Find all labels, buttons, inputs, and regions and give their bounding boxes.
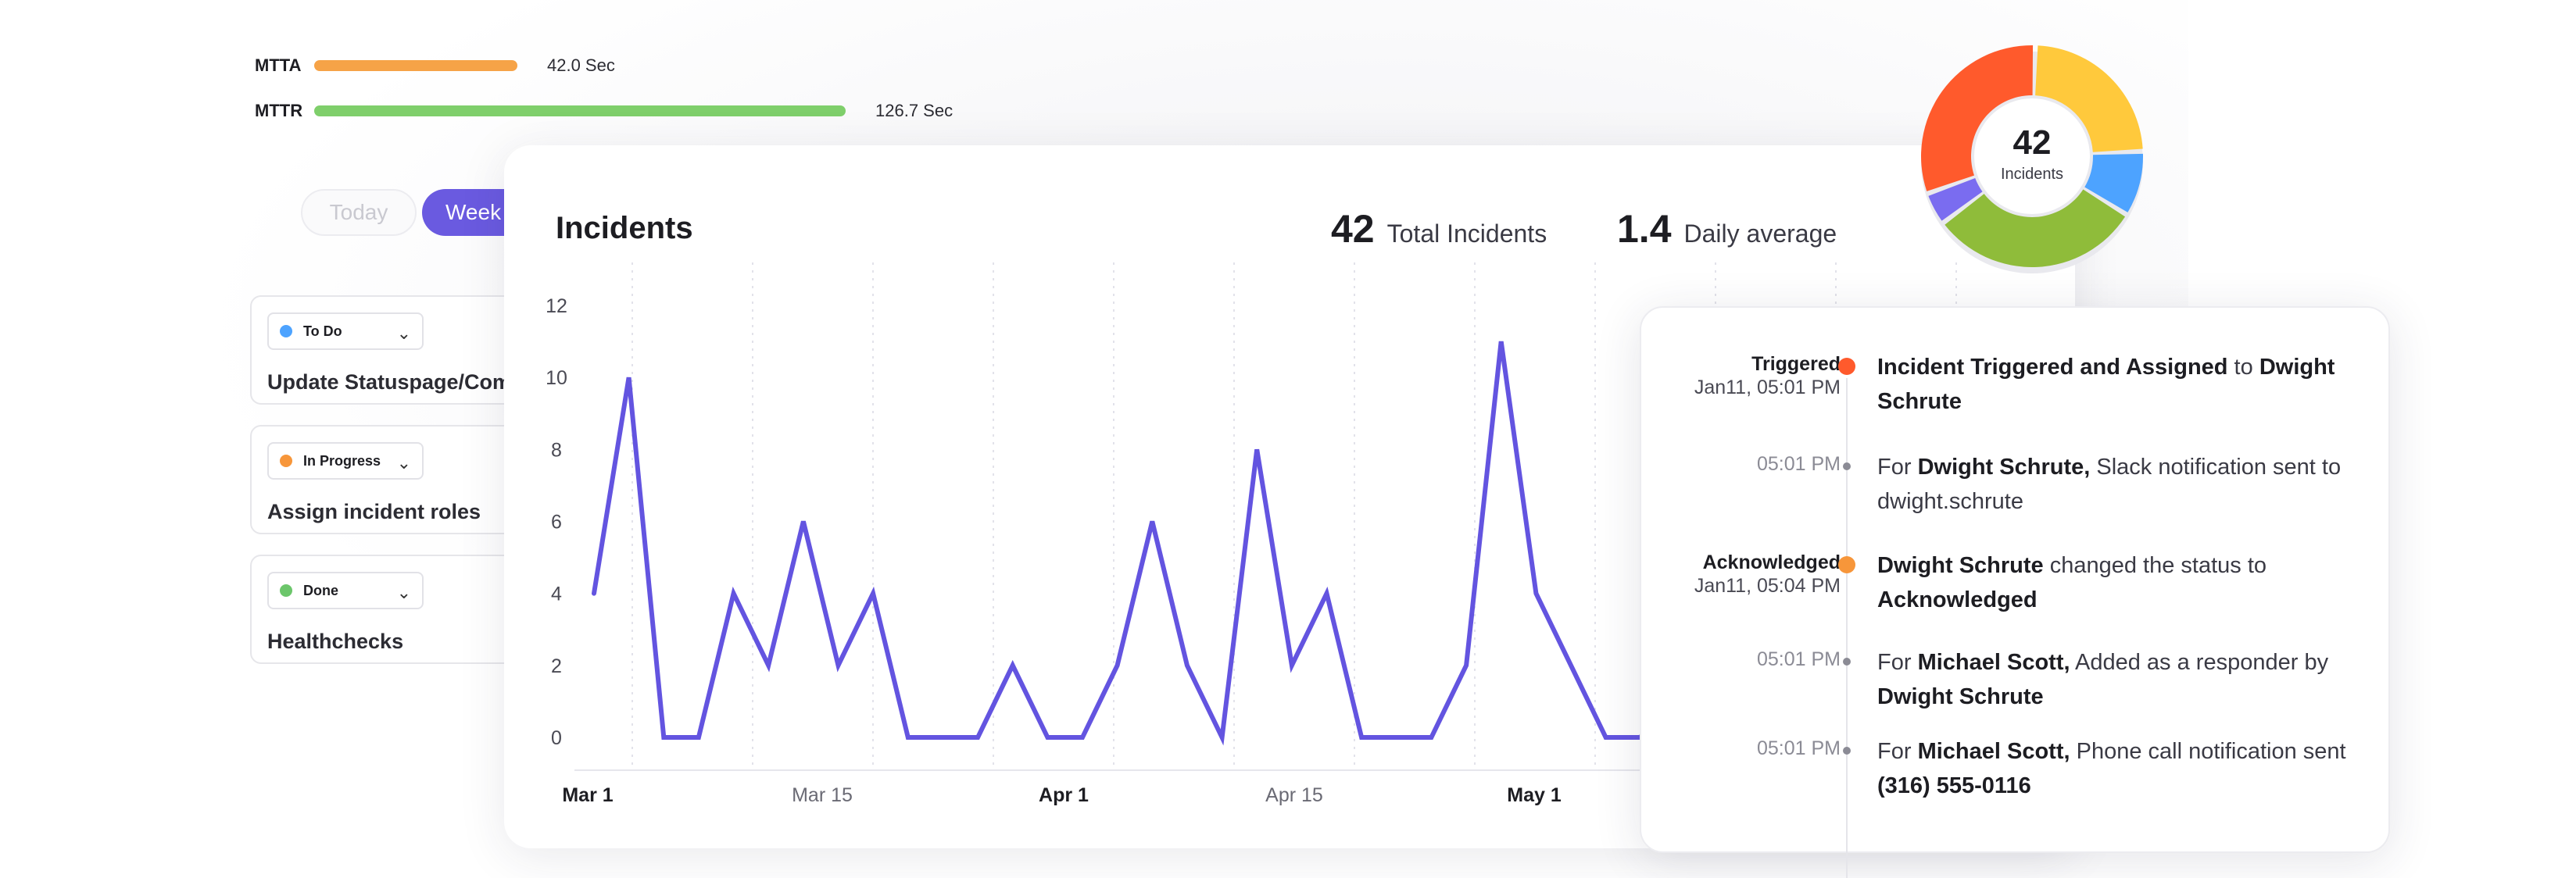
event-description: For Michael Scott, Phone call notificati…	[1877, 734, 2377, 803]
y-tick-label: 2	[551, 655, 562, 677]
event-state: Acknowledged	[1702, 551, 1841, 573]
timeline-marker	[1838, 358, 1855, 375]
donut-segment	[2084, 153, 2143, 212]
event-text: For	[1877, 739, 1918, 764]
event-bold-text: (316) 555-0116	[1877, 773, 2031, 798]
event-bold-text: Michael Scott,	[1917, 739, 2070, 764]
y-tick-label: 0	[551, 727, 562, 749]
x-tick-label: Mar 15	[792, 784, 853, 806]
timeline-marker	[1838, 556, 1855, 573]
event-bold-text: Dwight Schrute	[1877, 684, 2044, 709]
event-description: For Michael Scott, Added as a responder …	[1877, 645, 2377, 714]
donut-hole	[1974, 98, 2090, 214]
chevron-down-icon: ⌄	[396, 323, 411, 343]
event-bold-text: Dwight Schrute	[1877, 355, 2335, 414]
status-dropdown[interactable]: Done ⌄	[267, 572, 424, 609]
event-description: Dwight Schrute changed the status to Ack…	[1877, 548, 2377, 617]
status-dot	[280, 325, 292, 337]
metric-mttr-label: MTTR	[255, 101, 303, 120]
card-title: Incidents	[556, 211, 693, 245]
task-title: Update Statuspage/Com	[267, 370, 512, 394]
daily-average-label: Daily average	[1683, 220, 1837, 248]
event-time: Jan11, 05:04 PM	[1694, 575, 1841, 597]
status-label: To Do	[303, 323, 342, 339]
task-title: Assign incident roles	[267, 500, 481, 523]
event-text: For	[1877, 650, 1918, 675]
chevron-down-icon: ⌄	[396, 583, 411, 602]
donut-segment	[2035, 45, 2143, 152]
status-dropdown[interactable]: To Do ⌄	[267, 312, 424, 350]
event-state: Triggered	[1751, 353, 1841, 375]
event-text: For	[1877, 455, 1918, 480]
timeline-marker	[1843, 462, 1851, 470]
x-tick-label: May 1	[1507, 784, 1562, 806]
y-tick-label: 12	[546, 295, 567, 317]
timeline-line	[1846, 378, 1848, 878]
event-bold-text: Incident Triggered and Assigned	[1877, 355, 2228, 380]
status-label: Done	[303, 582, 338, 598]
incidents-donut-chart	[1921, 45, 2143, 273]
total-incidents-label: Total Incidents	[1386, 220, 1547, 248]
y-tick-label: 10	[546, 367, 567, 389]
timeline-marker	[1843, 658, 1851, 666]
metric-mttr-value: 126.7 Sec	[875, 101, 953, 120]
task-card[interactable]: In Progress ⌄ Assign incident roles	[250, 425, 531, 534]
donut-value: 42	[2012, 123, 2052, 162]
total-incidents-value: 42	[1331, 207, 1375, 251]
timeline-marker	[1843, 747, 1851, 755]
status-dot	[280, 455, 292, 467]
donut-segment	[1921, 45, 2034, 191]
event-time: 05:01 PM	[1756, 648, 1841, 670]
donut-segment	[1928, 177, 1983, 221]
event-bold-text: Dwight Schrute,	[1917, 455, 2091, 480]
status-dropdown[interactable]: In Progress ⌄	[267, 442, 424, 480]
event-text: changed the status to	[2043, 553, 2267, 578]
metric-mtta-label: MTTA	[255, 55, 302, 75]
metric-mtta: MTTA 42.0 Sec	[255, 55, 615, 76]
status-label: In Progress	[303, 452, 381, 469]
event-description: For Dwight Schrute, Slack notification s…	[1877, 450, 2377, 519]
donut-segment	[1945, 189, 2126, 267]
event-bold-text: Michael Scott,	[1917, 650, 2070, 675]
total-incidents-stat: 42 Total Incidents	[1331, 206, 1547, 252]
task-card[interactable]: Done ⌄ Healthchecks	[250, 555, 531, 664]
event-time: Jan11, 05:01 PM	[1694, 377, 1841, 398]
event-text: Phone call notification sent	[2070, 739, 2346, 764]
event-bold-text: Dwight Schrute	[1877, 553, 2044, 578]
event-description: Incident Triggered and Assigned to Dwigh…	[1877, 350, 2377, 419]
x-tick-label: Mar 1	[562, 784, 613, 806]
y-tick-label: 6	[551, 512, 562, 534]
metric-mttr: MTTR 126.7 Sec	[255, 101, 953, 121]
chevron-down-icon: ⌄	[396, 453, 411, 473]
x-tick-label: Apr 15	[1265, 784, 1323, 806]
task-card[interactable]: To Do ⌄ Update Statuspage/Com	[250, 295, 531, 405]
event-bold-text: Acknowledged	[1877, 587, 2038, 612]
daily-average-value: 1.4	[1617, 207, 1672, 251]
x-tick-label: Apr 1	[1039, 784, 1089, 806]
metric-mtta-value: 42.0 Sec	[547, 55, 615, 75]
event-text: Slack notification sent to dwight.schrut…	[1877, 455, 2342, 514]
task-title: Healthchecks	[267, 630, 404, 653]
y-tick-label: 8	[551, 439, 562, 461]
daily-average-stat: 1.4 Daily average	[1617, 206, 1837, 252]
metric-mtta-bar	[314, 60, 517, 71]
event-text: Added as a responder by	[2070, 650, 2329, 675]
event-time: 05:01 PM	[1756, 737, 1841, 759]
y-tick-label: 4	[551, 584, 562, 605]
event-text: to	[2227, 355, 2259, 380]
metric-mttr-bar	[314, 105, 846, 116]
incident-timeline-card: Triggered Jan11, 05:01 PM Incident Trigger…	[1640, 306, 2390, 878]
event-time: 05:01 PM	[1756, 453, 1841, 475]
donut-label: Incidents	[2000, 166, 2064, 183]
tab-today[interactable]: Today	[301, 189, 417, 236]
status-dot	[280, 584, 292, 597]
